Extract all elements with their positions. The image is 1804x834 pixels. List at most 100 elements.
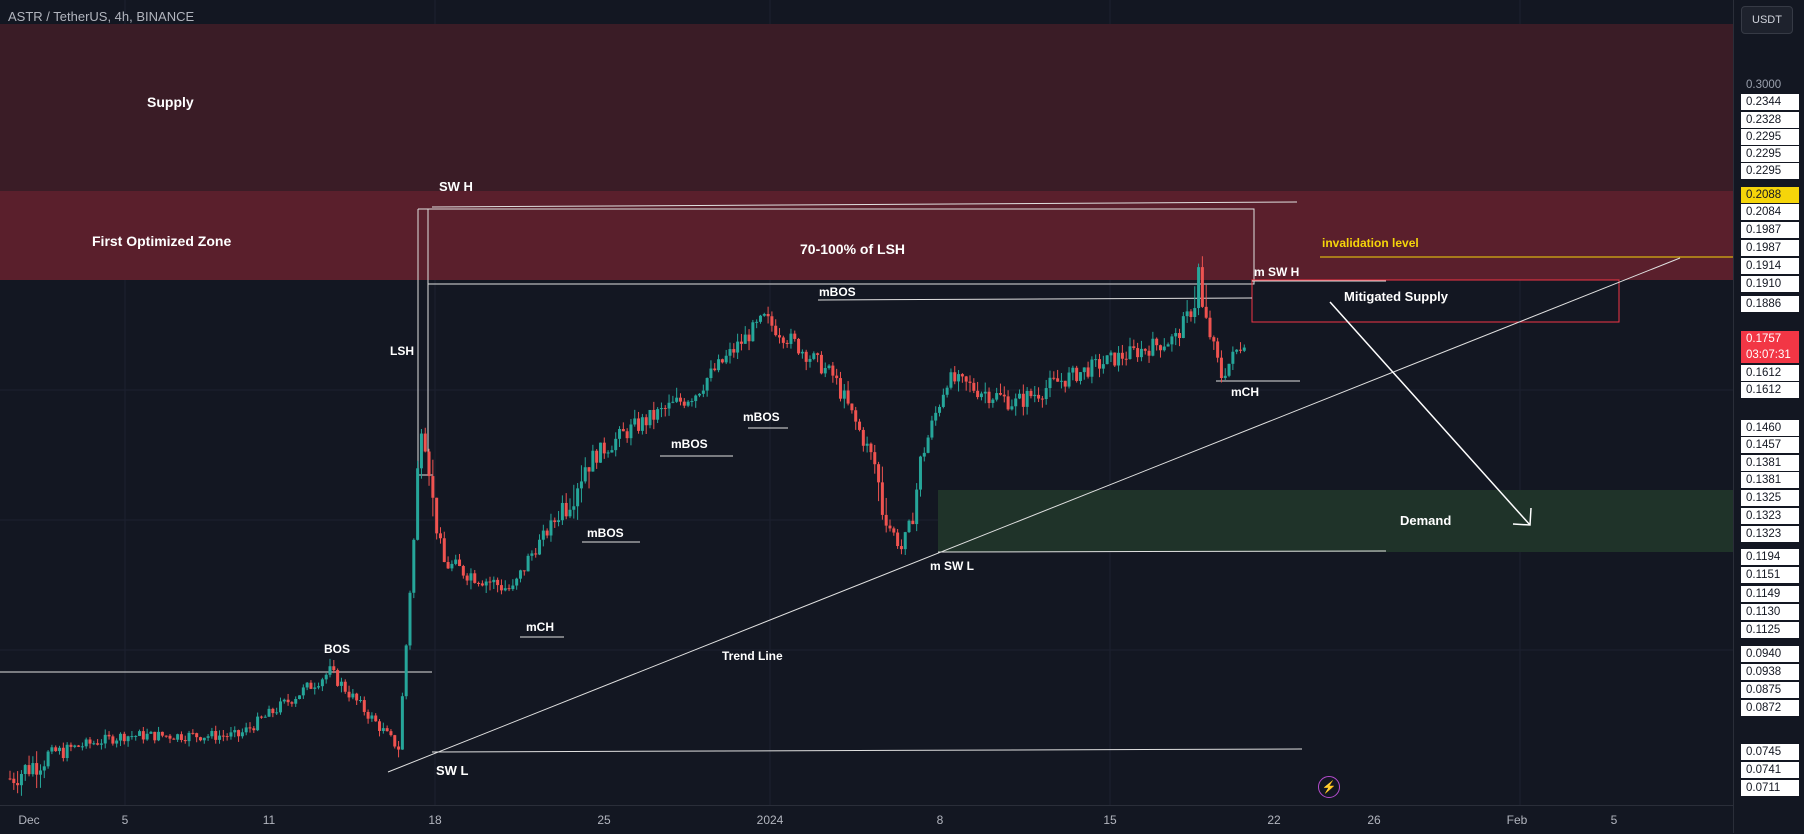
- candle-up: [827, 365, 831, 369]
- candle-up: [206, 736, 210, 738]
- candle-up: [671, 401, 675, 403]
- candle-up: [1197, 267, 1201, 309]
- lsh-label: LSH: [390, 344, 414, 358]
- candle-up: [328, 666, 332, 675]
- mch-label-1: mCH: [526, 620, 555, 634]
- candle-up: [46, 751, 50, 767]
- sw-l-line: [431, 748, 1303, 753]
- price-axis-label: 0.0711: [1741, 780, 1799, 796]
- candle-down: [54, 747, 58, 752]
- candle-down: [107, 734, 111, 737]
- candle-up: [1128, 346, 1132, 359]
- first-optimized-zone: [0, 191, 1733, 280]
- candle-up: [557, 520, 561, 523]
- candle-up: [92, 743, 96, 745]
- candle-down: [1189, 311, 1193, 317]
- candle-up: [218, 735, 222, 740]
- time-axis-label: Feb: [1506, 813, 1528, 827]
- sw-l-label: SW L: [436, 763, 469, 778]
- candle-up: [945, 387, 949, 395]
- price-axis[interactable]: USDT 0.3000 0.2344 0.2328 0.2295 0.2295 0.229…: [1733, 0, 1804, 833]
- candle-down: [968, 381, 972, 383]
- price-axis-label: 0.1612: [1741, 365, 1799, 381]
- candle-up: [576, 488, 580, 507]
- candle-down: [739, 341, 743, 344]
- candle-down: [1006, 396, 1010, 410]
- candle-up: [84, 739, 88, 747]
- candle-down: [225, 736, 229, 738]
- candle-up: [351, 693, 355, 698]
- candle-up: [1109, 352, 1113, 356]
- candle-down: [77, 745, 81, 747]
- candle-up: [244, 727, 248, 733]
- candle-up: [416, 468, 420, 540]
- candle-up: [518, 570, 522, 579]
- candle-up: [301, 687, 305, 696]
- time-axis[interactable]: Dec 5 11 18 25 2024 8 15 22 26 Feb 5: [0, 805, 1733, 834]
- candle-up: [842, 390, 846, 399]
- candle-up: [812, 353, 816, 359]
- candle-up: [1082, 367, 1086, 373]
- price-axis-label: 0.1151: [1741, 567, 1799, 583]
- candle-down: [446, 562, 450, 569]
- trend-line-label: Trend Line: [722, 649, 783, 663]
- candle-up: [736, 341, 740, 353]
- candle-down: [793, 333, 797, 339]
- time-axis-label: 5: [1610, 813, 1618, 827]
- candle-down: [389, 731, 393, 736]
- candle-up: [717, 359, 721, 371]
- candle-down: [858, 421, 862, 430]
- candle-up: [610, 450, 614, 453]
- price-axis-label: 0.1612: [1741, 382, 1799, 398]
- m-sw-l-line: [937, 550, 1387, 553]
- current-price-countdown: 03:07:31: [1746, 349, 1791, 361]
- candle-down: [911, 520, 915, 525]
- candle-down: [423, 433, 427, 452]
- candle-down: [720, 359, 724, 363]
- candle-up: [1193, 308, 1197, 317]
- candle-up: [267, 708, 271, 717]
- demand-zone: [938, 490, 1733, 552]
- price-axis-label: 0.1381: [1741, 472, 1799, 488]
- candle-down: [12, 778, 16, 784]
- candle-up: [130, 736, 134, 738]
- candle-up: [598, 442, 602, 463]
- candle-up: [698, 393, 702, 396]
- candle-up: [694, 395, 698, 402]
- candle-up: [1151, 338, 1155, 356]
- mch-label-2: mCH: [1231, 385, 1260, 399]
- candle-up: [724, 355, 728, 363]
- candle-up: [1010, 406, 1014, 410]
- candle-up: [995, 393, 999, 400]
- candle-up: [1018, 393, 1022, 399]
- price-chart[interactable]: [0, 0, 1733, 805]
- lightning-icon[interactable]: ⚡: [1318, 776, 1340, 798]
- candle-up: [930, 420, 934, 438]
- candle-up: [656, 409, 660, 420]
- price-axis-label: 0.2344: [1741, 94, 1799, 110]
- candle-up: [1094, 359, 1098, 361]
- candle-up: [305, 682, 309, 688]
- candle-down: [861, 429, 865, 446]
- candle-up: [938, 406, 942, 413]
- chart-area[interactable]: ASTR / TetherUS, 4h, BINANCE Supply Firs…: [0, 0, 1733, 805]
- candle-up: [907, 520, 911, 533]
- currency-button[interactable]: USDT: [1741, 6, 1793, 34]
- time-axis-label: 22: [1267, 813, 1281, 827]
- mbos-label-1: mBOS: [587, 526, 624, 540]
- candle-up: [157, 731, 161, 741]
- candle-down: [838, 378, 842, 399]
- price-axis-label: 0.1457: [1741, 437, 1799, 453]
- candle-up: [210, 731, 214, 737]
- price-axis-label: 0.0940: [1741, 646, 1799, 662]
- candle-down: [141, 731, 145, 740]
- m-sw-l-label: m SW L: [930, 559, 974, 573]
- candle-up: [572, 506, 576, 510]
- candle-down: [713, 368, 717, 371]
- candle-up: [865, 443, 869, 446]
- price-axis-label: 0.1987: [1741, 222, 1799, 238]
- time-axis-label: 11: [262, 813, 276, 827]
- first-optimized-label: First Optimized Zone: [92, 233, 232, 249]
- time-axis-label: 2024: [756, 813, 784, 827]
- time-axis-label: 5: [121, 813, 129, 827]
